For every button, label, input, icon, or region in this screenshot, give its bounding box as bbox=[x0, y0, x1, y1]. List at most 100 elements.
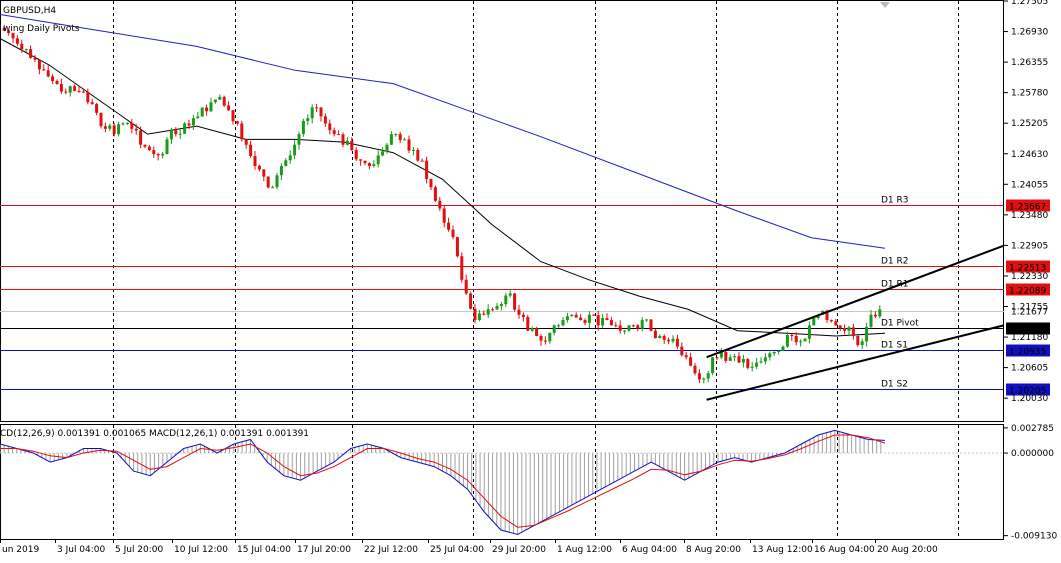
candle-body bbox=[103, 126, 107, 129]
candle-body bbox=[183, 123, 187, 134]
candle-body bbox=[785, 334, 789, 347]
candle-body bbox=[790, 334, 794, 336]
price-tag-label: 1.20935 bbox=[1009, 348, 1046, 358]
candle-body bbox=[587, 314, 591, 323]
candle-body bbox=[20, 43, 24, 50]
candle-body bbox=[684, 355, 688, 358]
candle-body bbox=[552, 325, 556, 333]
candle-body bbox=[689, 357, 693, 366]
candle-body bbox=[143, 144, 147, 147]
candle-body bbox=[42, 69, 46, 71]
candle-body bbox=[108, 125, 112, 129]
candle-body bbox=[719, 351, 723, 358]
trendline bbox=[706, 244, 1005, 359]
y-tick-label: 1.26930 bbox=[1011, 28, 1048, 38]
candle-body bbox=[495, 306, 499, 310]
x-tick-label: un 2019 bbox=[2, 545, 39, 555]
candle-body bbox=[557, 325, 561, 327]
candle-body bbox=[139, 130, 143, 145]
price-tag bbox=[1006, 383, 1050, 396]
x-tick-label: 3 Jul 04:00 bbox=[57, 545, 106, 555]
candle-body bbox=[636, 325, 640, 329]
candle-body bbox=[156, 154, 160, 156]
candle-body bbox=[627, 325, 631, 331]
pivot-name: D1 R1 bbox=[881, 280, 909, 290]
candle-body bbox=[416, 150, 420, 161]
candle-body bbox=[315, 107, 319, 109]
x-tick-label: 16 Aug 04:00 bbox=[814, 545, 875, 555]
candle-body bbox=[807, 325, 811, 339]
candle-body bbox=[213, 99, 217, 103]
candle-body bbox=[200, 107, 204, 117]
candle-body bbox=[513, 293, 517, 310]
candle-body bbox=[658, 335, 662, 339]
candle-body bbox=[631, 325, 635, 327]
candle-body bbox=[543, 340, 547, 342]
candle-body bbox=[37, 59, 41, 70]
candle-body bbox=[306, 118, 310, 121]
candle-body bbox=[240, 123, 244, 140]
candle-body bbox=[618, 325, 622, 331]
candle-body bbox=[231, 110, 235, 122]
candle-body bbox=[521, 314, 525, 318]
price-tag bbox=[1006, 283, 1050, 296]
price-tag bbox=[1006, 344, 1050, 357]
candle-body bbox=[196, 116, 200, 119]
y-tick-label: 1.21755 bbox=[1011, 303, 1048, 313]
candle-body bbox=[372, 164, 376, 166]
candle-body bbox=[46, 70, 50, 77]
y-tick-label: 1.26355 bbox=[1011, 58, 1048, 68]
candle-body bbox=[763, 357, 767, 362]
scroll-arrow-icon[interactable] bbox=[880, 2, 890, 8]
candle-body bbox=[491, 309, 495, 311]
candle-body bbox=[33, 57, 37, 60]
candle-body bbox=[411, 150, 415, 152]
macd-signal-line bbox=[0, 434, 886, 528]
candle-body bbox=[653, 330, 657, 339]
price-tag-label: 1.20205 bbox=[1009, 387, 1046, 397]
candle-body bbox=[51, 76, 55, 81]
candle-body bbox=[95, 104, 99, 113]
candle-body bbox=[7, 30, 11, 34]
candle-body bbox=[794, 335, 798, 343]
candle-body bbox=[799, 341, 803, 343]
candle-body bbox=[55, 80, 59, 84]
candle-body bbox=[310, 107, 314, 119]
candle-body bbox=[605, 318, 609, 321]
candle-body bbox=[323, 116, 327, 124]
current-price-label: 1.21677 bbox=[1011, 308, 1048, 318]
candle-body bbox=[169, 130, 173, 140]
price-tag bbox=[1006, 199, 1050, 212]
candle-body bbox=[499, 304, 503, 307]
candle-body bbox=[178, 133, 182, 135]
candle-body bbox=[429, 178, 433, 188]
y-tick-label: 1.25780 bbox=[1011, 89, 1048, 99]
x-tick-label: 5 Jul 20:00 bbox=[115, 545, 164, 555]
x-tick-label: 8 Aug 20:00 bbox=[686, 545, 741, 555]
candle-body bbox=[803, 338, 807, 342]
candle-body bbox=[609, 320, 613, 326]
candle-body bbox=[253, 155, 257, 166]
candle-body bbox=[662, 335, 666, 340]
candle-body bbox=[517, 309, 521, 315]
candle-body bbox=[350, 140, 354, 151]
candle-body bbox=[271, 187, 275, 189]
candle-body bbox=[623, 330, 627, 332]
candle-body bbox=[856, 335, 860, 346]
y-tick-label: 1.20605 bbox=[1011, 364, 1048, 374]
y-tick-label: 1.25205 bbox=[1011, 119, 1048, 129]
candle-body bbox=[319, 107, 323, 117]
moving-averages bbox=[0, 14, 886, 337]
candle-body bbox=[288, 155, 292, 161]
x-tick-label: 29 Jul 20:00 bbox=[492, 545, 546, 555]
candle-body bbox=[671, 338, 675, 342]
pivot-name: D1 S1 bbox=[881, 341, 908, 351]
candle-body bbox=[174, 130, 178, 135]
candle-body bbox=[24, 49, 28, 51]
candle-body bbox=[838, 325, 842, 329]
candle-body bbox=[442, 208, 446, 223]
candle-body bbox=[733, 356, 737, 358]
y-tick-label: 1.20030 bbox=[1011, 394, 1048, 404]
x-tick-label: 1 Aug 12:00 bbox=[557, 545, 612, 555]
candle-body bbox=[865, 326, 869, 342]
